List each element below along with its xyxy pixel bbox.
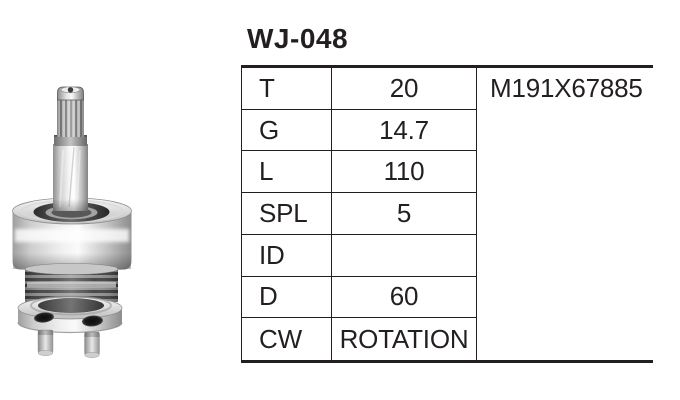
spec-value-cw: ROTATION (332, 318, 477, 360)
spec-label-cw: CW (241, 318, 332, 360)
spec-value-g: 14.7 (332, 109, 477, 152)
spec-value-l: 110 (332, 151, 477, 194)
oem-part-number: M191X67885 (490, 73, 643, 103)
spec-label-d: D (241, 276, 332, 319)
spec-label-t: T (241, 68, 332, 110)
spec-value-id (332, 234, 477, 277)
spec-value-t: 20 (332, 68, 477, 110)
spec-value-spl: 5 (332, 193, 477, 235)
spec-label-spl: SPL (241, 193, 332, 235)
spec-label-l: L (241, 151, 332, 194)
starter-drive-photo-illustration (12, 86, 132, 358)
spec-label-g: G (241, 109, 332, 152)
spec-table: T 20 G 14.7 L 110 SPL 5 ID D 60 CW ROTAT… (241, 65, 653, 363)
spec-label-id: ID (241, 234, 332, 277)
spec-grid: T 20 G 14.7 L 110 SPL 5 ID D 60 CW ROTAT… (241, 68, 653, 360)
spec-value-d: 60 (332, 276, 477, 319)
table-top-border (241, 65, 653, 68)
table-bottom-border (241, 360, 653, 363)
product-photo (0, 80, 160, 365)
page-title: WJ-048 (247, 23, 349, 54)
